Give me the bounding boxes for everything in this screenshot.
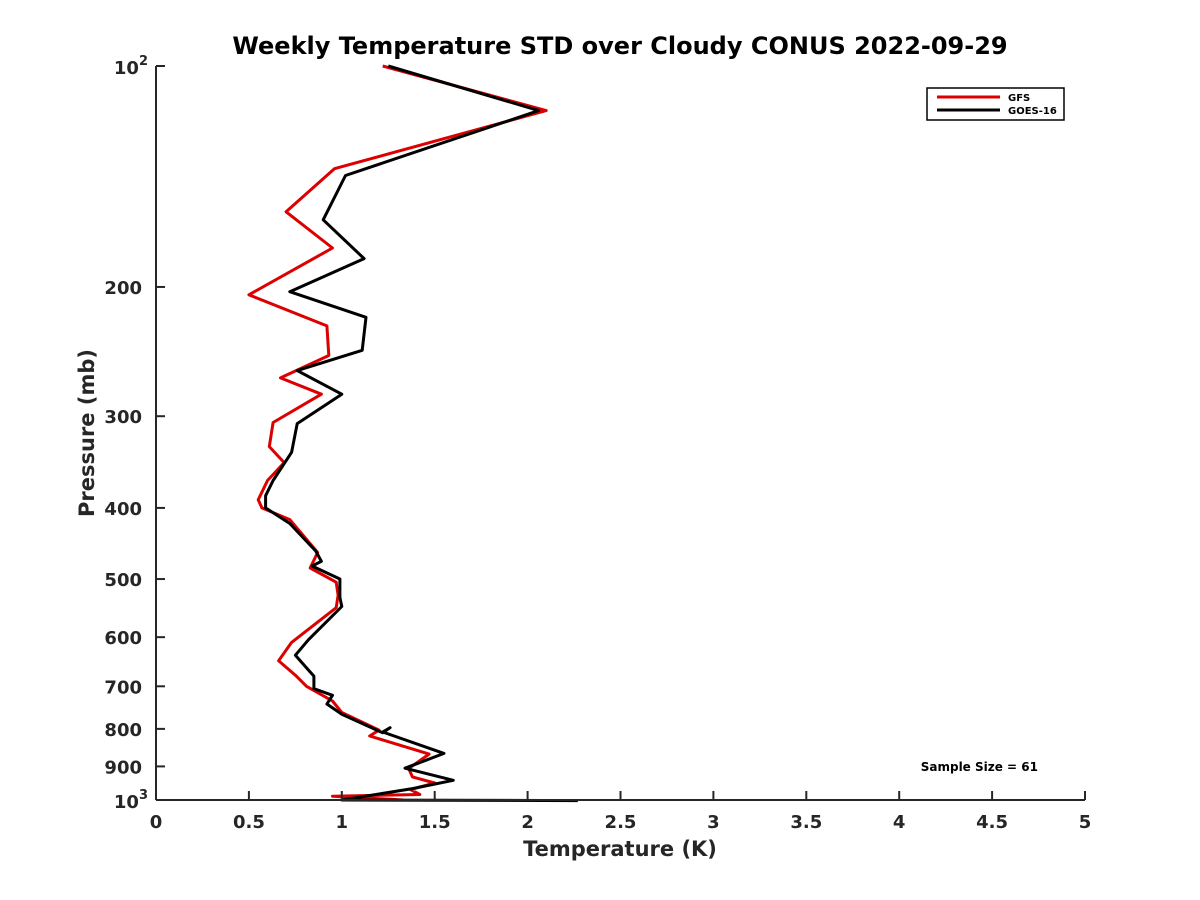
y-tick-label: 900 (104, 757, 142, 778)
y-tick-label: 700 (104, 677, 142, 698)
ticks: 0 0.5 1 1.5 2 2.5 3 3.5 4 4.5 5 102 200 300 400 500 600 7… (104, 54, 1091, 833)
x-tick-label: 2 (521, 812, 534, 833)
x-tick-label: 5 (1079, 812, 1092, 833)
legend-label-gfs: GFS (1008, 93, 1030, 104)
x-tick-label: 1.5 (419, 812, 451, 833)
y-tick-label: 400 (104, 499, 142, 520)
legend: GFS GOES-16 (926, 87, 1065, 121)
x-axis-label: Temperature (K) (523, 837, 717, 861)
legend-label-goes-16: GOES-16 (1008, 106, 1057, 117)
y-tick-label: 500 (104, 570, 142, 591)
chart-title: Weekly Temperature STD over Cloudy CONUS… (232, 32, 1007, 60)
sample-size-annotation: Sample Size = 61 (921, 760, 1038, 774)
y-axis-label: Pressure (mb) (75, 349, 99, 517)
y-tick-label: 102 (114, 54, 148, 79)
x-tick-label: 0 (150, 812, 163, 833)
x-tick-label: 3 (707, 812, 720, 833)
y-tick-label: 103 (114, 788, 148, 813)
y-tick-label: 300 (104, 407, 142, 428)
legend-box (926, 87, 1065, 121)
x-tick-label: 4 (893, 812, 906, 833)
x-tick-label: 1 (336, 812, 349, 833)
y-tick-label: 800 (104, 720, 142, 741)
series-line-gfs (247, 64, 548, 802)
y-tick-label: 200 (104, 278, 142, 299)
series-line-goes-16 (264, 64, 578, 803)
x-tick-label: 0.5 (233, 812, 265, 833)
y-tick-label: 600 (104, 628, 142, 649)
x-tick-label: 4.5 (976, 812, 1008, 833)
x-tick-label: 3.5 (790, 812, 822, 833)
plot-lines (247, 64, 578, 803)
x-tick-label: 2.5 (605, 812, 637, 833)
